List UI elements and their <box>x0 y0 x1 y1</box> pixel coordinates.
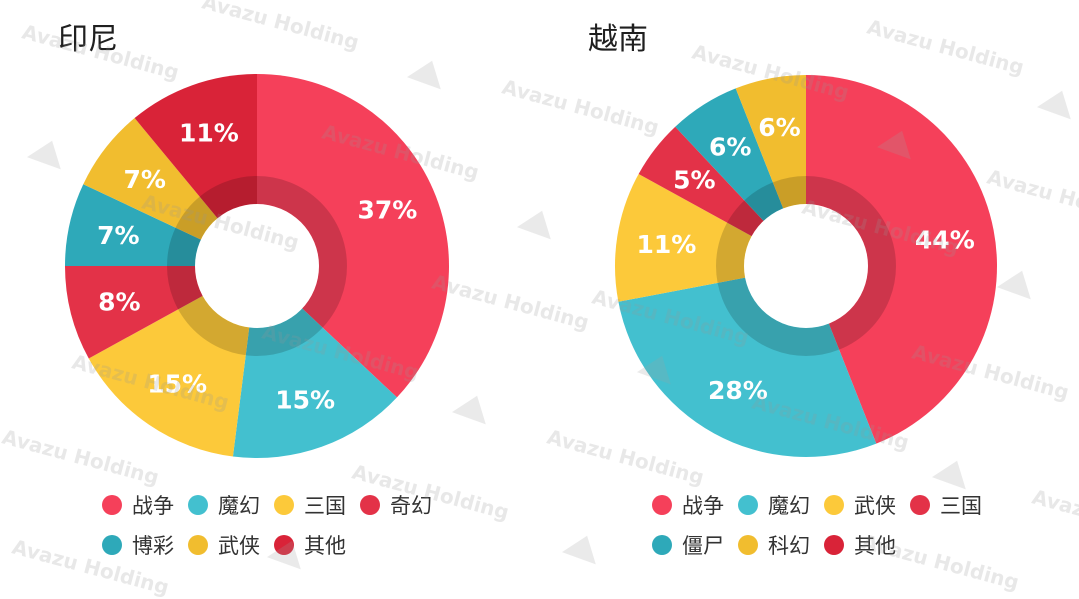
legend-item-科幻: 科幻 <box>738 530 810 560</box>
legend-item-三国: 三国 <box>274 490 346 520</box>
legend-item-魔幻: 魔幻 <box>738 490 810 520</box>
legend-label: 魔幻 <box>218 494 260 518</box>
chart-title: 越南 <box>588 22 648 57</box>
slice-label-奇幻: 8% <box>98 287 140 316</box>
legend-swatch <box>652 535 672 555</box>
slice-label-其他: 11% <box>179 118 239 147</box>
chart-title: 印尼 <box>58 22 118 57</box>
legend-label: 僵尸 <box>682 534 724 558</box>
legend-swatch <box>274 535 294 555</box>
legend-item-战争: 战争 <box>652 490 724 520</box>
legend-swatch <box>824 495 844 515</box>
legend-item-其他: 其他 <box>274 530 346 560</box>
legend-swatch <box>274 495 294 515</box>
legend-row: 博彩 武侠 其他 <box>102 530 360 560</box>
slice-label-三国: 5% <box>673 165 715 194</box>
slice-label-战争: 37% <box>357 196 417 225</box>
slice-label-僵尸: 6% <box>709 133 751 162</box>
legend-label: 战争 <box>132 494 174 518</box>
slice-label-武侠: 11% <box>636 230 696 259</box>
legend-item-战争: 战争 <box>102 490 174 520</box>
slice-label-战争: 44% <box>915 226 975 255</box>
donut-hole <box>744 204 868 328</box>
legend-swatch <box>360 495 380 515</box>
legend-label: 武侠 <box>854 494 896 518</box>
pie-slice-战争 <box>806 75 997 444</box>
legend-label: 三国 <box>940 494 982 518</box>
legend-row: 战争 魔幻 三国 奇幻 <box>102 490 446 520</box>
legend-label: 博彩 <box>132 534 174 558</box>
legend-item-博彩: 博彩 <box>102 530 174 560</box>
legend-item-魔幻: 魔幻 <box>188 490 260 520</box>
legend-label: 其他 <box>854 534 896 558</box>
legend-label: 三国 <box>304 494 346 518</box>
legend-swatch <box>738 535 758 555</box>
donut-chart-vietnam: 44% 28% 11% 5% 6%6% <box>615 75 997 457</box>
legend-row: 僵尸 科幻 其他 <box>652 530 910 560</box>
donut-hole <box>195 204 319 328</box>
slice-label-博彩: 7% <box>97 221 139 250</box>
pie-slice-战争 <box>257 74 450 398</box>
legend-item-僵尸: 僵尸 <box>652 530 724 560</box>
slice-label-魔幻: 15% <box>275 386 335 415</box>
donut-inner-shadow <box>167 176 347 356</box>
legend-label: 奇幻 <box>390 494 432 518</box>
legend-swatch <box>910 495 930 515</box>
legend-swatch <box>188 535 208 555</box>
slice-label-魔幻: 28% <box>708 376 768 405</box>
donut-inner-shadow <box>716 176 896 356</box>
legend-swatch <box>738 495 758 515</box>
legend-swatch <box>102 495 122 515</box>
legend-item-奇幻: 奇幻 <box>360 490 432 520</box>
donut-chart-indonesia: 37% 15% 15% 8% 7% 7% 11% <box>65 74 450 458</box>
legend-item-三国: 三国 <box>910 490 982 520</box>
pie-slice-三国 <box>88 266 257 457</box>
slice-label-三国: 15% <box>147 370 207 399</box>
chart-panel-vietnam: 越南 44% 28% 11% 5% 6% 6% 战争 魔幻 武侠 三国僵尸 科幻 其他 <box>540 0 1079 584</box>
legend-label: 武侠 <box>218 534 260 558</box>
slice-label-科幻: 6% <box>758 113 800 142</box>
chart-panel-indonesia: 印尼 37% 15% 15% 8% 7% 7% 11% 战争 魔幻 三国 奇幻博彩 武侠 其他 <box>0 0 540 584</box>
legend-swatch <box>652 495 672 515</box>
legend-item-其他: 其他 <box>824 530 896 560</box>
legend-row: 战争 魔幻 武侠 三国 <box>652 490 996 520</box>
legend-label: 战争 <box>682 494 724 518</box>
legend-item-武侠: 武侠 <box>824 490 896 520</box>
slice-label-武侠: 7% <box>124 165 166 194</box>
legend-swatch <box>824 535 844 555</box>
legend-swatch <box>188 495 208 515</box>
legend-label: 其他 <box>304 534 346 558</box>
legend-label: 魔幻 <box>768 494 810 518</box>
legend-item-武侠: 武侠 <box>188 530 260 560</box>
legend-swatch <box>102 535 122 555</box>
legend-label: 科幻 <box>768 534 810 558</box>
